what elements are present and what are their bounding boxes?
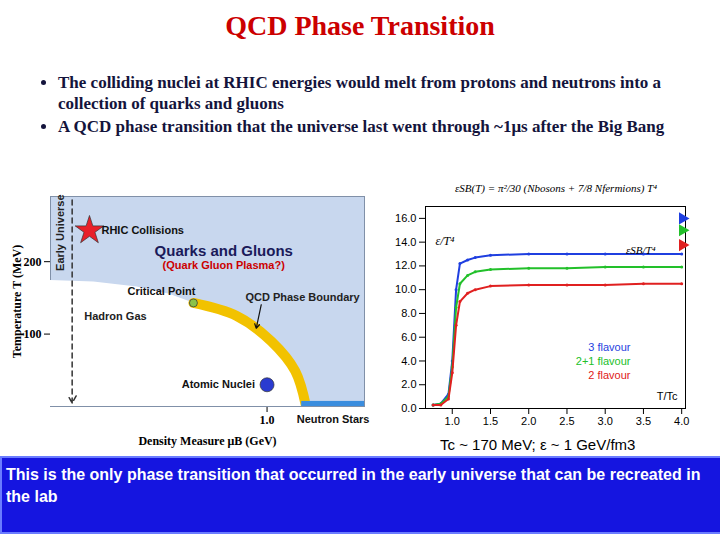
svg-text:Early Universe: Early Universe xyxy=(54,194,66,270)
html-text:εSB(T) = π²/30 (Nbosons + 7/8: εSB(T) = π²/30 (Nbosons + 7/8 Nfermions)… xyxy=(455,182,657,194)
svg-text:ε/T⁴: ε/T⁴ xyxy=(436,234,455,248)
svg-text:QCD Phase Boundary: QCD Phase Boundary xyxy=(245,291,360,303)
svg-text:10.0: 10.0 xyxy=(395,283,416,295)
html-text:A QCD phase transition that th: A QCD phase transition that the universe… xyxy=(58,117,665,136)
svg-text:3.0: 3.0 xyxy=(598,415,613,427)
svg-text:T/Tc: T/Tc xyxy=(657,390,678,402)
svg-text:0.0: 0.0 xyxy=(401,402,416,414)
svg-text:Quarks and Gluons: Quarks and Gluons xyxy=(155,242,293,259)
svg-text:Atomic Nuclei: Atomic Nuclei xyxy=(182,378,255,390)
svg-text:2+1 flavour: 2+1 flavour xyxy=(576,355,631,367)
html-text:This is the only phase transit: This is the only phase transition that o… xyxy=(6,466,701,505)
svg-text:Neutron Stars: Neutron Stars xyxy=(297,413,370,425)
svg-text:100: 100 xyxy=(24,327,42,341)
svg-text:4.0: 4.0 xyxy=(674,415,689,427)
svg-text:2.0: 2.0 xyxy=(521,415,536,427)
svg-text:14.0: 14.0 xyxy=(395,236,416,248)
svg-text:Hadron Gas: Hadron Gas xyxy=(84,310,146,322)
svg-text:6.0: 6.0 xyxy=(401,331,416,343)
html-text:QCD Phase Transition: QCD Phase Transition xyxy=(225,10,495,41)
svg-text:Density Measure μB (GeV): Density Measure μB (GeV) xyxy=(138,434,276,448)
svg-text:(Quark Gluon Plasma?): (Quark Gluon Plasma?) xyxy=(163,259,286,271)
svg-text:4.0: 4.0 xyxy=(401,354,416,366)
svg-text:3.5: 3.5 xyxy=(636,415,651,427)
svg-text:1.0: 1.0 xyxy=(445,415,460,427)
svg-text:3 flavour: 3 flavour xyxy=(588,341,631,353)
html-text:Tc ~ 170 MeV; ε ~ 1 GeV/fm3: Tc ~ 170 MeV; ε ~ 1 GeV/fm3 xyxy=(440,436,636,453)
svg-text:1.5: 1.5 xyxy=(483,415,498,427)
svg-text:εSB/T⁴: εSB/T⁴ xyxy=(626,244,656,256)
html-text:The colliding nuclei at RHIC e: The colliding nuclei at RHIC energies wo… xyxy=(58,73,662,113)
svg-text:2.5: 2.5 xyxy=(559,415,574,427)
svg-text:16.0: 16.0 xyxy=(395,212,416,224)
svg-text:Temperature T (MeV): Temperature T (MeV) xyxy=(10,245,24,359)
svg-text:2 flavour: 2 flavour xyxy=(588,369,631,381)
svg-text:2.0: 2.0 xyxy=(401,378,416,390)
svg-text:200: 200 xyxy=(24,255,42,269)
svg-text:8.0: 8.0 xyxy=(401,307,416,319)
svg-text:12.0: 12.0 xyxy=(395,259,416,271)
svg-text:Critical Point: Critical Point xyxy=(128,285,196,297)
svg-text:1.0: 1.0 xyxy=(260,413,275,427)
svg-text:RHIC Collisions: RHIC Collisions xyxy=(101,224,184,236)
